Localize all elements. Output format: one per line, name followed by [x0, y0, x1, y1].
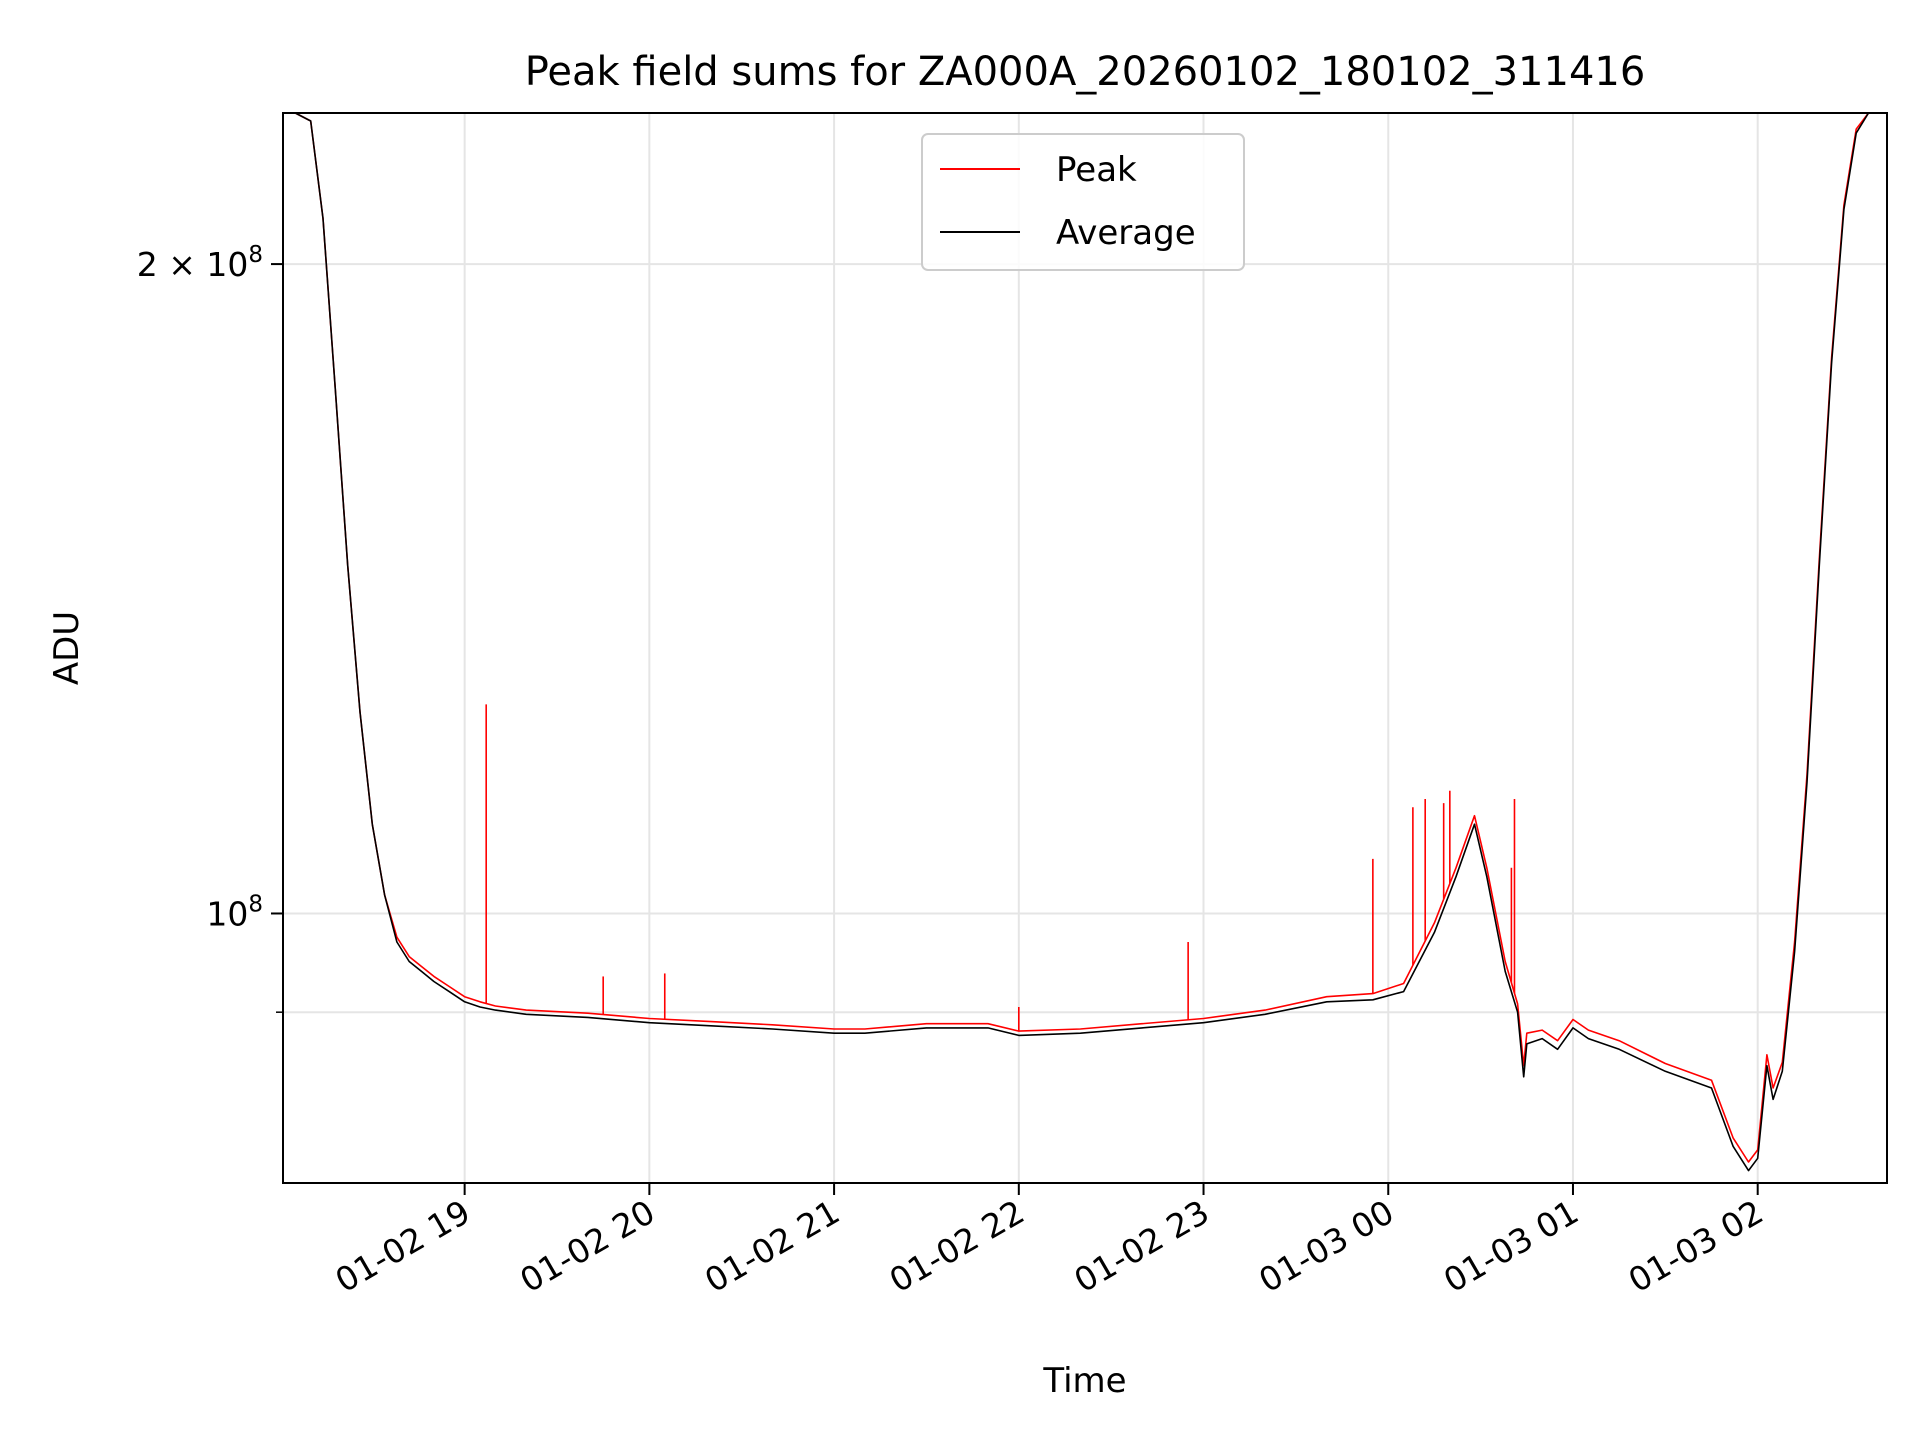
y-axis-label: ADU [47, 611, 87, 685]
y-tick-label: 108 [206, 891, 263, 933]
plot-series [283, 112, 1887, 1172]
x-axis-label: Time [1042, 1361, 1126, 1401]
legend-peak-label: Peak [1056, 150, 1137, 190]
grid [283, 113, 1887, 1183]
legend: Peak Average [921, 133, 1245, 271]
y-tick-label: 2 × 108 [137, 242, 263, 284]
peak-line [283, 112, 1887, 1163]
legend-average-label: Average [1056, 213, 1196, 253]
chart-title: Peak field sums for ZA000A_20260102_1801… [525, 49, 1646, 95]
average-line [283, 112, 1887, 1172]
y-axis: 2 × 108 108 [137, 242, 283, 1013]
plot-frame [282, 112, 1888, 1184]
